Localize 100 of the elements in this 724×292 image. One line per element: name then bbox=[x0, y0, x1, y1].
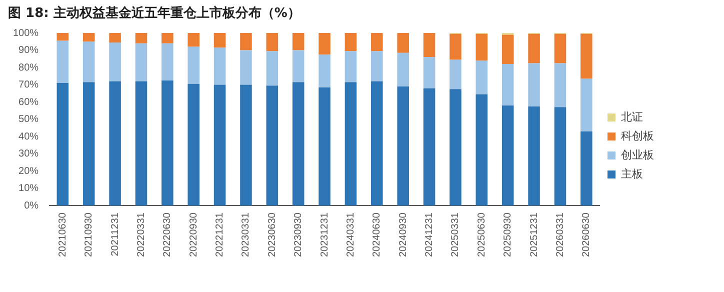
x-tick-label: 20220630 bbox=[162, 212, 174, 258]
bar bbox=[423, 88, 436, 206]
bar bbox=[580, 34, 592, 79]
bar bbox=[240, 33, 252, 50]
bar bbox=[266, 51, 278, 86]
bar bbox=[397, 33, 409, 53]
y-tick-label: 60% bbox=[18, 96, 39, 108]
x-tick-label: 20240630 bbox=[372, 212, 383, 258]
bar bbox=[371, 51, 383, 82]
x-tick-label: 20260630 bbox=[581, 212, 592, 258]
bar bbox=[318, 87, 330, 206]
bar bbox=[292, 33, 304, 50]
bar bbox=[82, 82, 95, 206]
bar bbox=[82, 33, 95, 42]
bar bbox=[502, 64, 514, 106]
bar bbox=[476, 60, 488, 94]
y-tick-label: 80% bbox=[18, 62, 39, 74]
bar bbox=[344, 51, 357, 82]
bar bbox=[371, 81, 383, 206]
bar bbox=[82, 42, 95, 82]
x-tick-label: 20220930 bbox=[188, 212, 200, 258]
x-tick-label: 20251231 bbox=[528, 212, 540, 258]
bar bbox=[344, 33, 357, 52]
y-tick-label: 90% bbox=[18, 45, 39, 56]
x-tick-label: 20231231 bbox=[319, 212, 330, 258]
x-tick-label: 20210630 bbox=[57, 212, 68, 258]
bar bbox=[502, 34, 514, 64]
bar bbox=[240, 84, 252, 206]
y-tick-label: 70% bbox=[18, 80, 39, 90]
legend-label: 科创板 bbox=[621, 129, 654, 142]
bar bbox=[56, 83, 69, 206]
chart-title: 图 18: 主动权益基金近五年重仓上市板分布（%） bbox=[8, 4, 300, 22]
bar bbox=[266, 86, 278, 206]
y-tick-label: 100% bbox=[13, 28, 39, 39]
x-tick-label: 20230331 bbox=[240, 212, 252, 258]
bar bbox=[528, 63, 540, 106]
bar bbox=[188, 84, 200, 206]
y-tick-label: 0% bbox=[24, 200, 39, 212]
x-tick-label: 20260331 bbox=[554, 212, 566, 258]
bar bbox=[109, 42, 121, 82]
bar bbox=[450, 34, 462, 60]
x-tick-label: 20250331 bbox=[450, 212, 462, 258]
bar bbox=[450, 89, 462, 206]
bar bbox=[56, 33, 69, 41]
bar bbox=[188, 33, 200, 47]
y-tick-label: 50% bbox=[18, 114, 39, 126]
bar bbox=[162, 43, 174, 80]
bar bbox=[292, 50, 304, 82]
x-tick-label: 20210930 bbox=[84, 212, 95, 258]
bar bbox=[56, 40, 69, 84]
bar bbox=[423, 57, 436, 88]
x-tick-label: 20240930 bbox=[398, 212, 409, 258]
y-tick-label: 10% bbox=[18, 183, 39, 194]
bar bbox=[162, 80, 174, 206]
bar bbox=[318, 54, 330, 88]
legend-label: 主板 bbox=[621, 167, 643, 180]
x-tick-label: 20240331 bbox=[345, 212, 356, 258]
x-tick-label: 20230630 bbox=[266, 212, 278, 258]
bar bbox=[554, 107, 566, 206]
bar bbox=[188, 46, 200, 84]
bar bbox=[502, 105, 514, 206]
x-tick-label: 20221231 bbox=[214, 212, 226, 258]
y-tick-label: 20% bbox=[18, 166, 39, 177]
x-tick-label: 20241231 bbox=[424, 212, 436, 258]
x-tick-label: 20230930 bbox=[293, 212, 304, 258]
bar bbox=[214, 33, 226, 48]
bar bbox=[135, 33, 148, 44]
bar bbox=[214, 84, 226, 206]
bar bbox=[371, 33, 383, 52]
bar bbox=[240, 50, 252, 85]
bar bbox=[423, 33, 436, 58]
x-tick-label: 20220331 bbox=[136, 212, 147, 258]
x-tick-label: 20250930 bbox=[502, 212, 514, 258]
legend-label: 北证 bbox=[621, 110, 643, 124]
bar bbox=[109, 33, 121, 42]
bar bbox=[450, 60, 462, 90]
y-tick-label: 40% bbox=[18, 131, 39, 142]
bar bbox=[554, 63, 566, 108]
bar bbox=[476, 94, 488, 206]
bar bbox=[476, 34, 488, 61]
bar bbox=[344, 82, 357, 206]
bar bbox=[162, 33, 174, 44]
bar bbox=[109, 81, 121, 206]
bar bbox=[554, 34, 566, 64]
bar bbox=[397, 52, 409, 86]
bar bbox=[135, 81, 148, 206]
bar bbox=[528, 106, 540, 206]
bar bbox=[292, 82, 304, 206]
bar bbox=[580, 78, 592, 132]
bar bbox=[214, 48, 226, 85]
bar bbox=[580, 131, 592, 206]
x-tick-label: 20250630 bbox=[476, 212, 488, 258]
bar bbox=[266, 33, 278, 52]
bar bbox=[528, 34, 540, 64]
bar bbox=[318, 33, 330, 55]
y-tick-label: 30% bbox=[18, 148, 39, 160]
bar bbox=[135, 43, 148, 82]
x-tick-label: 20211231 bbox=[110, 212, 121, 256]
bar bbox=[397, 86, 409, 206]
legend-label: 创业板 bbox=[621, 148, 654, 162]
